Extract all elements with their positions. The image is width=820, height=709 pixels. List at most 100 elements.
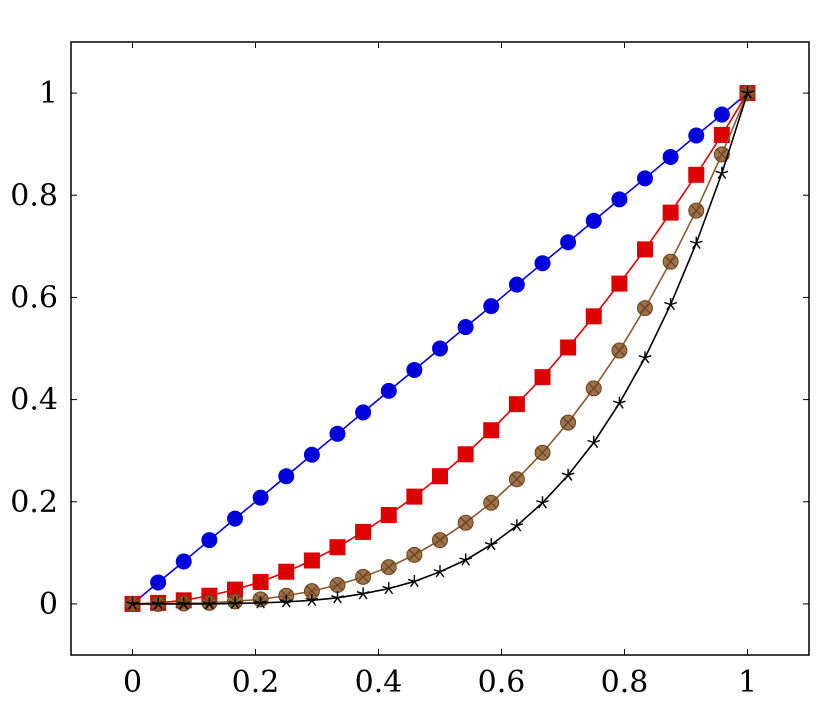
data-point <box>662 204 679 221</box>
data-point <box>380 559 397 576</box>
data-point <box>254 596 268 609</box>
data-point <box>484 538 498 551</box>
x-tick-label: 0.4 <box>355 665 403 700</box>
data-point <box>459 553 473 566</box>
data-point <box>150 574 167 591</box>
data-point <box>278 468 295 485</box>
x-tick-label: 0.2 <box>232 665 280 700</box>
data-point <box>534 369 551 386</box>
data-point <box>406 546 423 563</box>
data-point <box>585 308 602 325</box>
data-point-cross <box>408 549 421 561</box>
data-point <box>305 593 319 607</box>
data-point <box>636 170 653 187</box>
data-point <box>611 275 628 292</box>
data-point <box>356 587 370 600</box>
data-point <box>177 597 191 610</box>
data-point <box>329 539 346 556</box>
plot-frame <box>70 41 810 656</box>
data-point <box>457 446 474 463</box>
data-point <box>279 595 293 608</box>
data-point <box>303 552 320 569</box>
data-point-cross <box>485 497 497 509</box>
data-point <box>457 514 474 531</box>
data-point-cross <box>562 416 574 429</box>
data-point <box>638 351 652 364</box>
data-point <box>510 519 524 532</box>
data-point <box>433 565 447 578</box>
data-point-cross <box>613 344 626 357</box>
data-point <box>688 127 705 144</box>
data-point <box>228 596 242 610</box>
data-point-cross <box>331 579 344 591</box>
data-point <box>688 202 705 219</box>
data-point-cross <box>511 473 523 485</box>
data-point <box>151 597 165 610</box>
data-point <box>508 276 525 293</box>
data-point <box>303 583 320 600</box>
data-point <box>406 488 423 505</box>
data-point-cross <box>306 585 318 597</box>
data-point-cross <box>459 516 472 529</box>
data-point <box>713 106 730 123</box>
data-point <box>432 340 448 357</box>
data-point <box>483 422 500 439</box>
data-point-cross <box>383 561 395 573</box>
data-point <box>688 166 705 183</box>
data-point <box>126 597 139 610</box>
data-point <box>355 568 372 585</box>
data-point <box>560 414 577 431</box>
data-point <box>508 471 525 488</box>
data-point <box>329 577 346 594</box>
data-point-cross <box>690 204 702 217</box>
tick-layer: 0 0.2 0.4 0.6 0.8 1 0 0.2 0.4 0.6 0.8 1 <box>10 42 809 700</box>
data-point <box>689 236 703 249</box>
data-point <box>741 86 754 99</box>
data-point <box>585 380 602 397</box>
data-point <box>713 146 730 163</box>
x-tick-label: 0 <box>123 665 142 700</box>
data-point <box>331 591 344 604</box>
data-point <box>587 435 601 449</box>
data-point <box>560 234 577 251</box>
x-tick-label: 1 <box>738 665 757 700</box>
data-point <box>252 573 269 590</box>
data-point <box>612 396 626 409</box>
data-point <box>380 382 397 399</box>
data-point <box>715 166 729 179</box>
series-3 <box>124 85 756 612</box>
data-point-cross <box>664 255 677 268</box>
data-point <box>432 468 448 485</box>
data-point <box>380 507 397 524</box>
data-point <box>662 148 679 165</box>
data-point <box>355 523 372 540</box>
data-point-cross <box>639 302 651 314</box>
data-point <box>175 553 192 570</box>
data-point <box>278 563 295 580</box>
data-point <box>303 446 320 463</box>
data-point <box>483 494 500 511</box>
data-point <box>664 298 678 311</box>
data-point <box>508 396 525 413</box>
data-point <box>407 574 421 588</box>
data-point <box>252 489 269 506</box>
data-point <box>202 597 216 610</box>
data-point <box>585 212 602 229</box>
x-tick-label: 0.8 <box>601 665 649 700</box>
data-point <box>382 582 396 595</box>
data-point <box>561 468 575 481</box>
y-tick-label: 0.8 <box>10 178 58 213</box>
data-point <box>201 532 218 549</box>
series-layer <box>124 85 756 612</box>
data-point-cross <box>716 148 728 161</box>
data-point <box>636 300 653 317</box>
x-tick-label: 0.6 <box>478 665 526 700</box>
y-tick-label: 0 <box>39 587 58 622</box>
y-tick-label: 0.6 <box>10 280 58 315</box>
data-point-cross <box>434 534 446 546</box>
data-point <box>536 496 549 509</box>
data-point <box>457 319 474 336</box>
series-4 <box>126 86 754 610</box>
y-tick-label: 0.2 <box>10 485 58 520</box>
